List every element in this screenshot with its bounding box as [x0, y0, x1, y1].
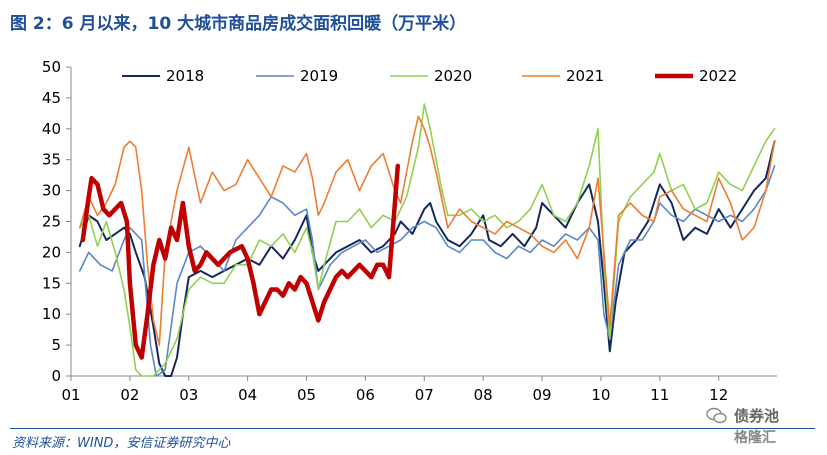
x-tick-label: 03: [179, 386, 198, 404]
series-line-2020: [79, 103, 776, 377]
x-tick-label: 10: [591, 386, 610, 404]
x-tick-label: 07: [415, 386, 434, 404]
y-tick-label: 25: [42, 213, 61, 231]
wechat-icon: [706, 407, 727, 424]
y-tick-label: 20: [42, 243, 61, 261]
y-tick-label: 0: [51, 367, 61, 385]
x-tick-label: 02: [120, 386, 139, 404]
legend-label-2018: 2018: [166, 67, 204, 85]
x-tick-label: 05: [297, 386, 316, 404]
x-tick-label: 06: [356, 386, 375, 404]
watermark-line2: 格隆汇: [734, 430, 776, 446]
legend: 2018 2019 2020 2021 2022: [122, 67, 737, 85]
legend-label-2020: 2020: [434, 67, 472, 85]
x-tick-label: 09: [533, 386, 552, 404]
y-tick-label: 5: [51, 336, 61, 354]
x-tick-label: 11: [650, 386, 669, 404]
watermark: 债券池 格隆汇: [704, 403, 819, 451]
series-line-2022: [80, 163, 401, 360]
series-group: [78, 103, 776, 377]
x-tick-label: 12: [709, 386, 728, 404]
chart-title: 图 2：6 月以来，10 大城市商品房成交面积回暖（万平米）: [10, 14, 467, 34]
y-tick-label: 40: [42, 120, 61, 138]
legend-label-2021: 2021: [566, 67, 604, 85]
series-line-2019: [79, 165, 776, 377]
legend-label-2019: 2019: [300, 67, 338, 85]
x-tick-label: 08: [474, 386, 493, 404]
y-tick-label: 30: [42, 182, 61, 200]
y-tick-label: 45: [42, 89, 61, 107]
y-tick-label: 35: [42, 151, 61, 169]
y-tick-label: 15: [42, 274, 61, 292]
footer-divider: [10, 428, 815, 429]
series-line-2021: [79, 115, 776, 346]
series-line-2018: [78, 140, 776, 377]
watermark-line1: 债券池: [734, 407, 780, 425]
source-note: 资料来源：WIND，安信证券研究中心: [12, 436, 231, 451]
y-tick-label: 10: [42, 305, 61, 323]
x-tick-label: 04: [238, 386, 257, 404]
x-tick-label: 01: [61, 386, 80, 404]
y-tick-label: 50: [42, 58, 61, 76]
legend-label-2022: 2022: [699, 67, 737, 85]
